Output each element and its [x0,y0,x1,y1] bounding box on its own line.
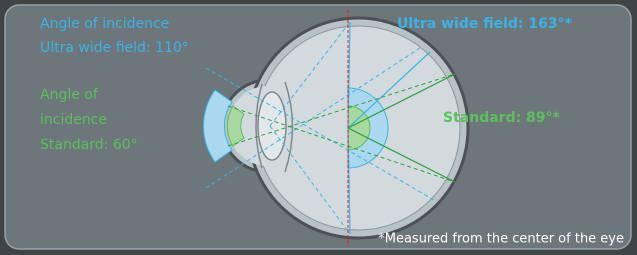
left-ultra-line: Ultra wide field: 110° [40,40,189,56]
left-ultra-line: Angle of incidence [40,16,169,32]
left-standard-line: Angle of [40,87,99,103]
footnote: *Measured from the center of the eye [378,232,624,247]
diagram: Angle of incidence Ultra wide field: 110… [0,0,637,255]
right-standard-label: Standard: 89°* [443,110,561,126]
left-standard-line: incidence [40,112,107,128]
page: Angle of incidence Ultra wide field: 110… [0,0,637,255]
left-standard-line: Standard: 60° [40,137,138,153]
right-ultra-label: Ultra wide field: 163°* [397,16,573,32]
